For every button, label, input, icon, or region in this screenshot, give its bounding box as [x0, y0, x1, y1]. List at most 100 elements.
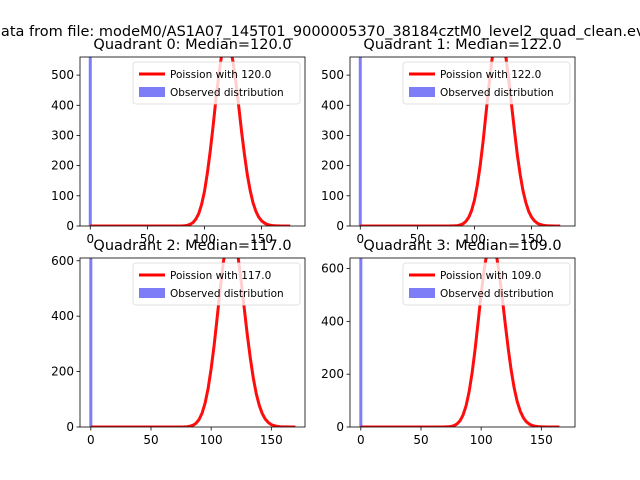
- x-tick-label: 100: [200, 433, 223, 447]
- histogram-bar: [440, 358, 444, 427]
- y-tick-label: 500: [321, 68, 344, 82]
- legend-box: [402, 61, 571, 105]
- histogram-bar: [377, 413, 381, 427]
- histogram-bar: [426, 166, 430, 226]
- y-tick-label: 400: [51, 309, 74, 323]
- histogram-bar: [386, 166, 390, 226]
- subplot-title: Quadrant 3: Median=109.0: [363, 238, 561, 254]
- histogram-bar: [390, 145, 394, 226]
- histogram-bar: [614, 426, 618, 427]
- subplot-title: Quadrant 0: Median=120.0: [93, 37, 291, 53]
- legend-observed-swatch: [139, 87, 165, 97]
- histogram-bar: [378, 187, 382, 226]
- histogram-bar: [407, 327, 411, 427]
- x-tick-label: 0: [87, 433, 95, 447]
- subplot-quadrant-2: 0 50 100 150 0 200 400 600 Quadrant 2: Median=11…: [51, 238, 470, 447]
- poisson-curve: [360, 258, 560, 427]
- axes-frame: [79, 257, 306, 428]
- y-tick-label: 400: [51, 98, 74, 112]
- histogram-bar: [428, 308, 432, 427]
- plot-area: [358, 57, 640, 226]
- histogram-bar: [430, 187, 434, 226]
- histogram-bar: [622, 422, 626, 427]
- legend-poisson-label: Poission with 117.0: [170, 270, 271, 282]
- y-tick-label: 200: [321, 159, 344, 173]
- histogram-bar: [630, 414, 634, 427]
- histogram-bar: [398, 355, 402, 427]
- y-tick-label: 600: [51, 254, 74, 268]
- histogram-bar: [394, 369, 398, 427]
- histogram-bar-zero-spike: [88, 57, 92, 226]
- histogram-bar: [436, 330, 440, 427]
- histogram-bar: [381, 408, 385, 427]
- y-tick-label: 600: [321, 262, 344, 276]
- x-tick-label: 150: [250, 232, 273, 246]
- x-tick-label: 150: [530, 433, 553, 447]
- histogram-bar: [411, 311, 415, 427]
- histogram-bar: [636, 214, 640, 226]
- legend-observed-label: Observed distribution: [170, 87, 284, 99]
- histogram-bar: [442, 211, 446, 226]
- subplot-quadrant-0: 0 50 100 150 0 100 200 300 400 500 Quadrant 0: Med…: [51, 37, 446, 246]
- legend: Poission with 122.0 Observed distribution: [402, 61, 571, 105]
- x-tick-label: 0: [356, 232, 364, 246]
- histogram-bar: [390, 385, 394, 427]
- histogram-bar: [466, 419, 470, 427]
- histogram-bar: [624, 221, 628, 226]
- poisson-curve: [90, 258, 296, 427]
- x-tick-label: 50: [140, 232, 155, 246]
- plot-area: [359, 258, 639, 427]
- y-tick-label: 200: [51, 159, 74, 173]
- histogram-bar: [628, 218, 632, 226]
- y-tick-label: 200: [321, 367, 344, 381]
- x-tick-label: 50: [413, 433, 428, 447]
- x-tick-label: 100: [470, 433, 493, 447]
- histogram-bar: [618, 424, 622, 427]
- legend-observed-swatch: [409, 87, 435, 97]
- x-tick-label: 150: [260, 433, 283, 447]
- y-tick-label: 0: [336, 420, 344, 434]
- histogram-bar: [635, 406, 639, 427]
- legend-observed-label: Observed distribution: [440, 288, 554, 300]
- histogram-bar: [616, 224, 620, 226]
- histogram-bar-zero-spike: [359, 258, 363, 427]
- y-tick-label: 400: [321, 98, 344, 112]
- plot-area: [88, 57, 446, 226]
- histogram-bar: [415, 305, 419, 427]
- legend: Poission with 117.0 Observed distribution: [132, 262, 301, 306]
- poisson-curve: [90, 57, 291, 226]
- y-tick-label: 300: [51, 128, 74, 142]
- legend-observed-label: Observed distribution: [170, 288, 284, 300]
- y-tick-label: 0: [336, 219, 344, 233]
- figure-suptitle: Data from file: modeM0/AS1A07_145T01_900…: [0, 24, 640, 40]
- axes-frame: [79, 56, 306, 227]
- poisson-curve: [360, 57, 561, 226]
- y-tick-label: 400: [321, 314, 344, 328]
- y-tick-label: 100: [51, 189, 74, 203]
- legend-observed-label: Observed distribution: [440, 87, 554, 99]
- axes-frame: [349, 257, 576, 428]
- legend-observed-swatch: [409, 288, 435, 298]
- histogram-bar: [418, 126, 422, 226]
- histogram-bar: [632, 217, 636, 226]
- legend-poisson-label: Poission with 109.0: [440, 270, 541, 282]
- x-tick-label: 150: [520, 232, 543, 246]
- histogram-bar: [432, 322, 436, 427]
- legend-box: [132, 61, 301, 105]
- histogram-bar: [449, 391, 453, 427]
- histogram-bar: [374, 200, 378, 226]
- histogram-bar: [354, 221, 358, 226]
- x-tick-label: 100: [193, 232, 216, 246]
- histogram-bar: [382, 172, 386, 226]
- histogram-bar: [370, 208, 374, 226]
- histogram-bar-zero-spike: [89, 258, 93, 427]
- x-tick-label: 50: [143, 433, 158, 447]
- histogram-bar: [350, 223, 354, 226]
- y-tick-label: 300: [321, 128, 344, 142]
- subplot-quadrant-3: 0 50 100 150 0 200 400 600 Quadrant 3: Median=10…: [321, 238, 639, 447]
- histogram-bar: [366, 212, 370, 226]
- histogram-bar: [445, 377, 449, 427]
- y-tick-label: 200: [51, 365, 74, 379]
- axes-frame: [349, 56, 576, 227]
